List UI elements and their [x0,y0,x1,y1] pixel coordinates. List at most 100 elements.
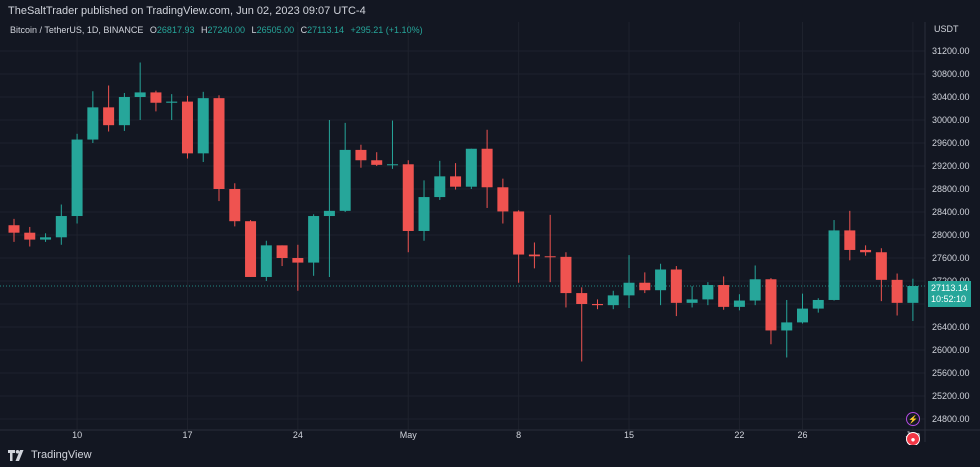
candle-body [150,92,162,103]
symbol-legend: Bitcoin / TetherUS, 1D, BINANCE O26817.9… [10,25,423,35]
candle-body [781,322,793,331]
tradingview-logo[interactable]: TradingView [8,449,92,461]
candle [528,242,540,269]
close-value: 27113.14 [307,25,344,35]
candle [292,244,304,291]
candle-body [308,216,320,263]
candle-body [245,221,257,277]
candle-body [860,249,872,253]
candle [450,163,462,190]
price-chart[interactable]: 31200.00 30800.00 30400.00 30000.00 29600.00… [0,22,980,442]
candle-body [402,164,414,231]
candle [24,226,36,247]
chart-area[interactable]: 31200.00 30800.00 30400.00 30000.00 29600.00… [0,22,980,446]
candle [87,91,99,143]
candle [276,245,288,267]
candle [371,152,383,166]
candle [434,160,446,200]
candle [134,62,146,120]
candle-body [891,279,903,303]
time-tick-label: 8 [516,430,521,440]
low-label: L [251,25,257,35]
candle-body [323,210,335,217]
candle [150,90,162,112]
candle [576,287,588,362]
candle [875,248,887,302]
candle-body [434,176,446,198]
open-value: 26817.93 [156,25,195,35]
candle [828,220,840,301]
candle-body [497,187,509,212]
candle-body [197,98,209,154]
candle-body [87,107,99,140]
candle [118,92,130,131]
candle [181,95,193,159]
lightning-icon[interactable]: ⚡ [906,412,920,426]
current-price-badge: 27113.14 10:52:10 [928,280,971,307]
candle [71,133,83,224]
candle [749,265,761,306]
candle-body [686,299,698,303]
candle-body [875,252,887,280]
candle-body [528,254,540,257]
candle-body [213,98,225,189]
candle [891,273,903,316]
candle [166,94,178,120]
candle [655,263,667,306]
candle-body [655,269,667,291]
candle-layer [8,62,919,362]
candle-body [134,92,146,97]
candle-body [576,293,588,304]
currency-label[interactable]: USDT [934,24,959,34]
candle-body [828,230,840,300]
candle-body [481,148,493,188]
candle [8,218,20,242]
candle [339,122,351,212]
time-tick-label: 26 [797,430,807,440]
price-tick-label: 24800.00 [932,414,970,424]
flag-icon[interactable]: ● [906,432,920,446]
price-tick-label: 27600.00 [932,253,970,263]
candle-body [55,216,67,238]
close-label: C [300,25,308,35]
candle-body [465,148,477,187]
candle-body [639,282,651,291]
candle [481,129,493,208]
candle [402,160,414,253]
candle-body [702,285,714,300]
candle [844,210,856,261]
candle [323,120,335,277]
price-tick-label: 25600.00 [932,368,970,378]
candle-body [24,232,36,240]
candle-body [749,279,761,301]
candle [465,148,477,189]
candle-body [103,107,115,126]
candle-body [765,279,777,331]
symbol-name[interactable]: Bitcoin / TetherUS, 1D, BINANCE [10,25,144,35]
candle-body [276,245,288,258]
candle [40,233,52,242]
candle [623,255,635,309]
time-axis[interactable]: 101724May8152226Jun [72,430,920,440]
candle [197,91,209,162]
candle-body [544,256,556,258]
current-price-value: 27113.14 [931,282,968,293]
footer-bar: TradingView [0,445,980,467]
time-tick-label: May [400,430,418,440]
candle [560,252,572,308]
candle [718,276,730,310]
candle-body [733,300,745,307]
candle-body [371,160,383,165]
tradingview-brand: TradingView [31,449,92,461]
candle [781,299,793,358]
publisher-bar: TheSaltTrader published on TradingView.c… [0,0,980,22]
candle [513,210,525,283]
candle-body [71,139,83,217]
price-tick-label: 29600.00 [932,138,970,148]
candle [812,298,824,313]
candle [308,214,320,276]
price-tick-label: 31200.00 [932,46,970,56]
price-axis[interactable]: 31200.00 30800.00 30400.00 30000.00 29600.00… [932,46,970,424]
time-tick-label: 15 [624,430,634,440]
candle [639,272,651,294]
